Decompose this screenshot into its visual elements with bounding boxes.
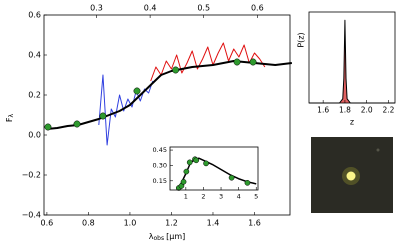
axes-frame [169,146,259,191]
x-tick-label: 4 [237,193,241,201]
photometry-point [233,58,241,66]
x-label-symbol: λ [149,232,154,241]
x-tick-label: 1.4 [207,219,220,228]
photometry-point [44,123,52,131]
spectrum-line [309,19,395,104]
photometry-point [203,160,209,167]
photometry-point [183,168,190,175]
x-tick-label: 1.0 [124,219,137,228]
x-tick-label: 1 [184,193,188,201]
top-tick-label: 0.5 [197,4,210,13]
y-label-symbol: F [5,117,14,122]
photometry-point [180,178,187,185]
x-label-sub: obs [154,235,165,242]
y-tick-label: 0.0 [28,131,41,140]
y-axis-label: Fλ [5,113,15,122]
faint-source [376,148,380,152]
x-tick-label: 2.0 [361,106,373,115]
pz-y-label: P(z) [297,32,306,47]
y-tick-label: 0.2 [28,91,41,100]
x-tick-label: 1.6 [317,106,329,115]
y-tick-label: 0.6 [28,11,41,20]
x-axis-label: λobs [μm] [149,232,185,242]
x-tick-label: 0.8 [82,219,95,228]
top-tick-label: 0.6 [251,4,264,13]
y-label-sub: λ [8,113,15,117]
photometry-point [186,159,193,166]
x-tick-label: 0.6 [41,219,54,228]
top-tick-label: 0.4 [144,4,157,13]
axes-frame [43,14,291,216]
y-tick-label: −0.2 [22,171,41,180]
x-tick-label: 5 [254,193,258,201]
photometry-point [133,87,141,95]
x-tick-label: 1.8 [339,106,351,115]
axes-frame [308,11,396,104]
y-tick-label: 0.4 [28,51,41,60]
y-tick-label: −0.4 [22,211,41,220]
source [346,171,356,181]
photometry-point [244,179,251,186]
x-tick-label: 1.2 [165,219,178,228]
x-tick-label: 2 [201,193,205,201]
photometry-point [249,58,257,66]
y-tick-label: 0.30 [153,161,167,169]
photometry-point [172,66,180,74]
y-tick-label: 0.45 [153,146,167,154]
photometry-point [73,120,81,128]
plot-area [309,12,395,103]
x-tick-label: 1.6 [248,219,261,228]
x-tick-label: 3 [219,193,223,201]
photometry-point [193,157,200,164]
pz-x-label: z [350,118,354,127]
photometry-point [228,174,235,181]
x-tick-label: 2.2 [382,106,394,115]
photometry-point [99,112,107,120]
spectrum-line [150,42,266,82]
y-tick-label: 0.15 [153,177,167,185]
top-tick-label: 0.3 [90,4,103,13]
x-label-unit: [μm] [166,232,185,241]
cutout-image [311,137,393,213]
